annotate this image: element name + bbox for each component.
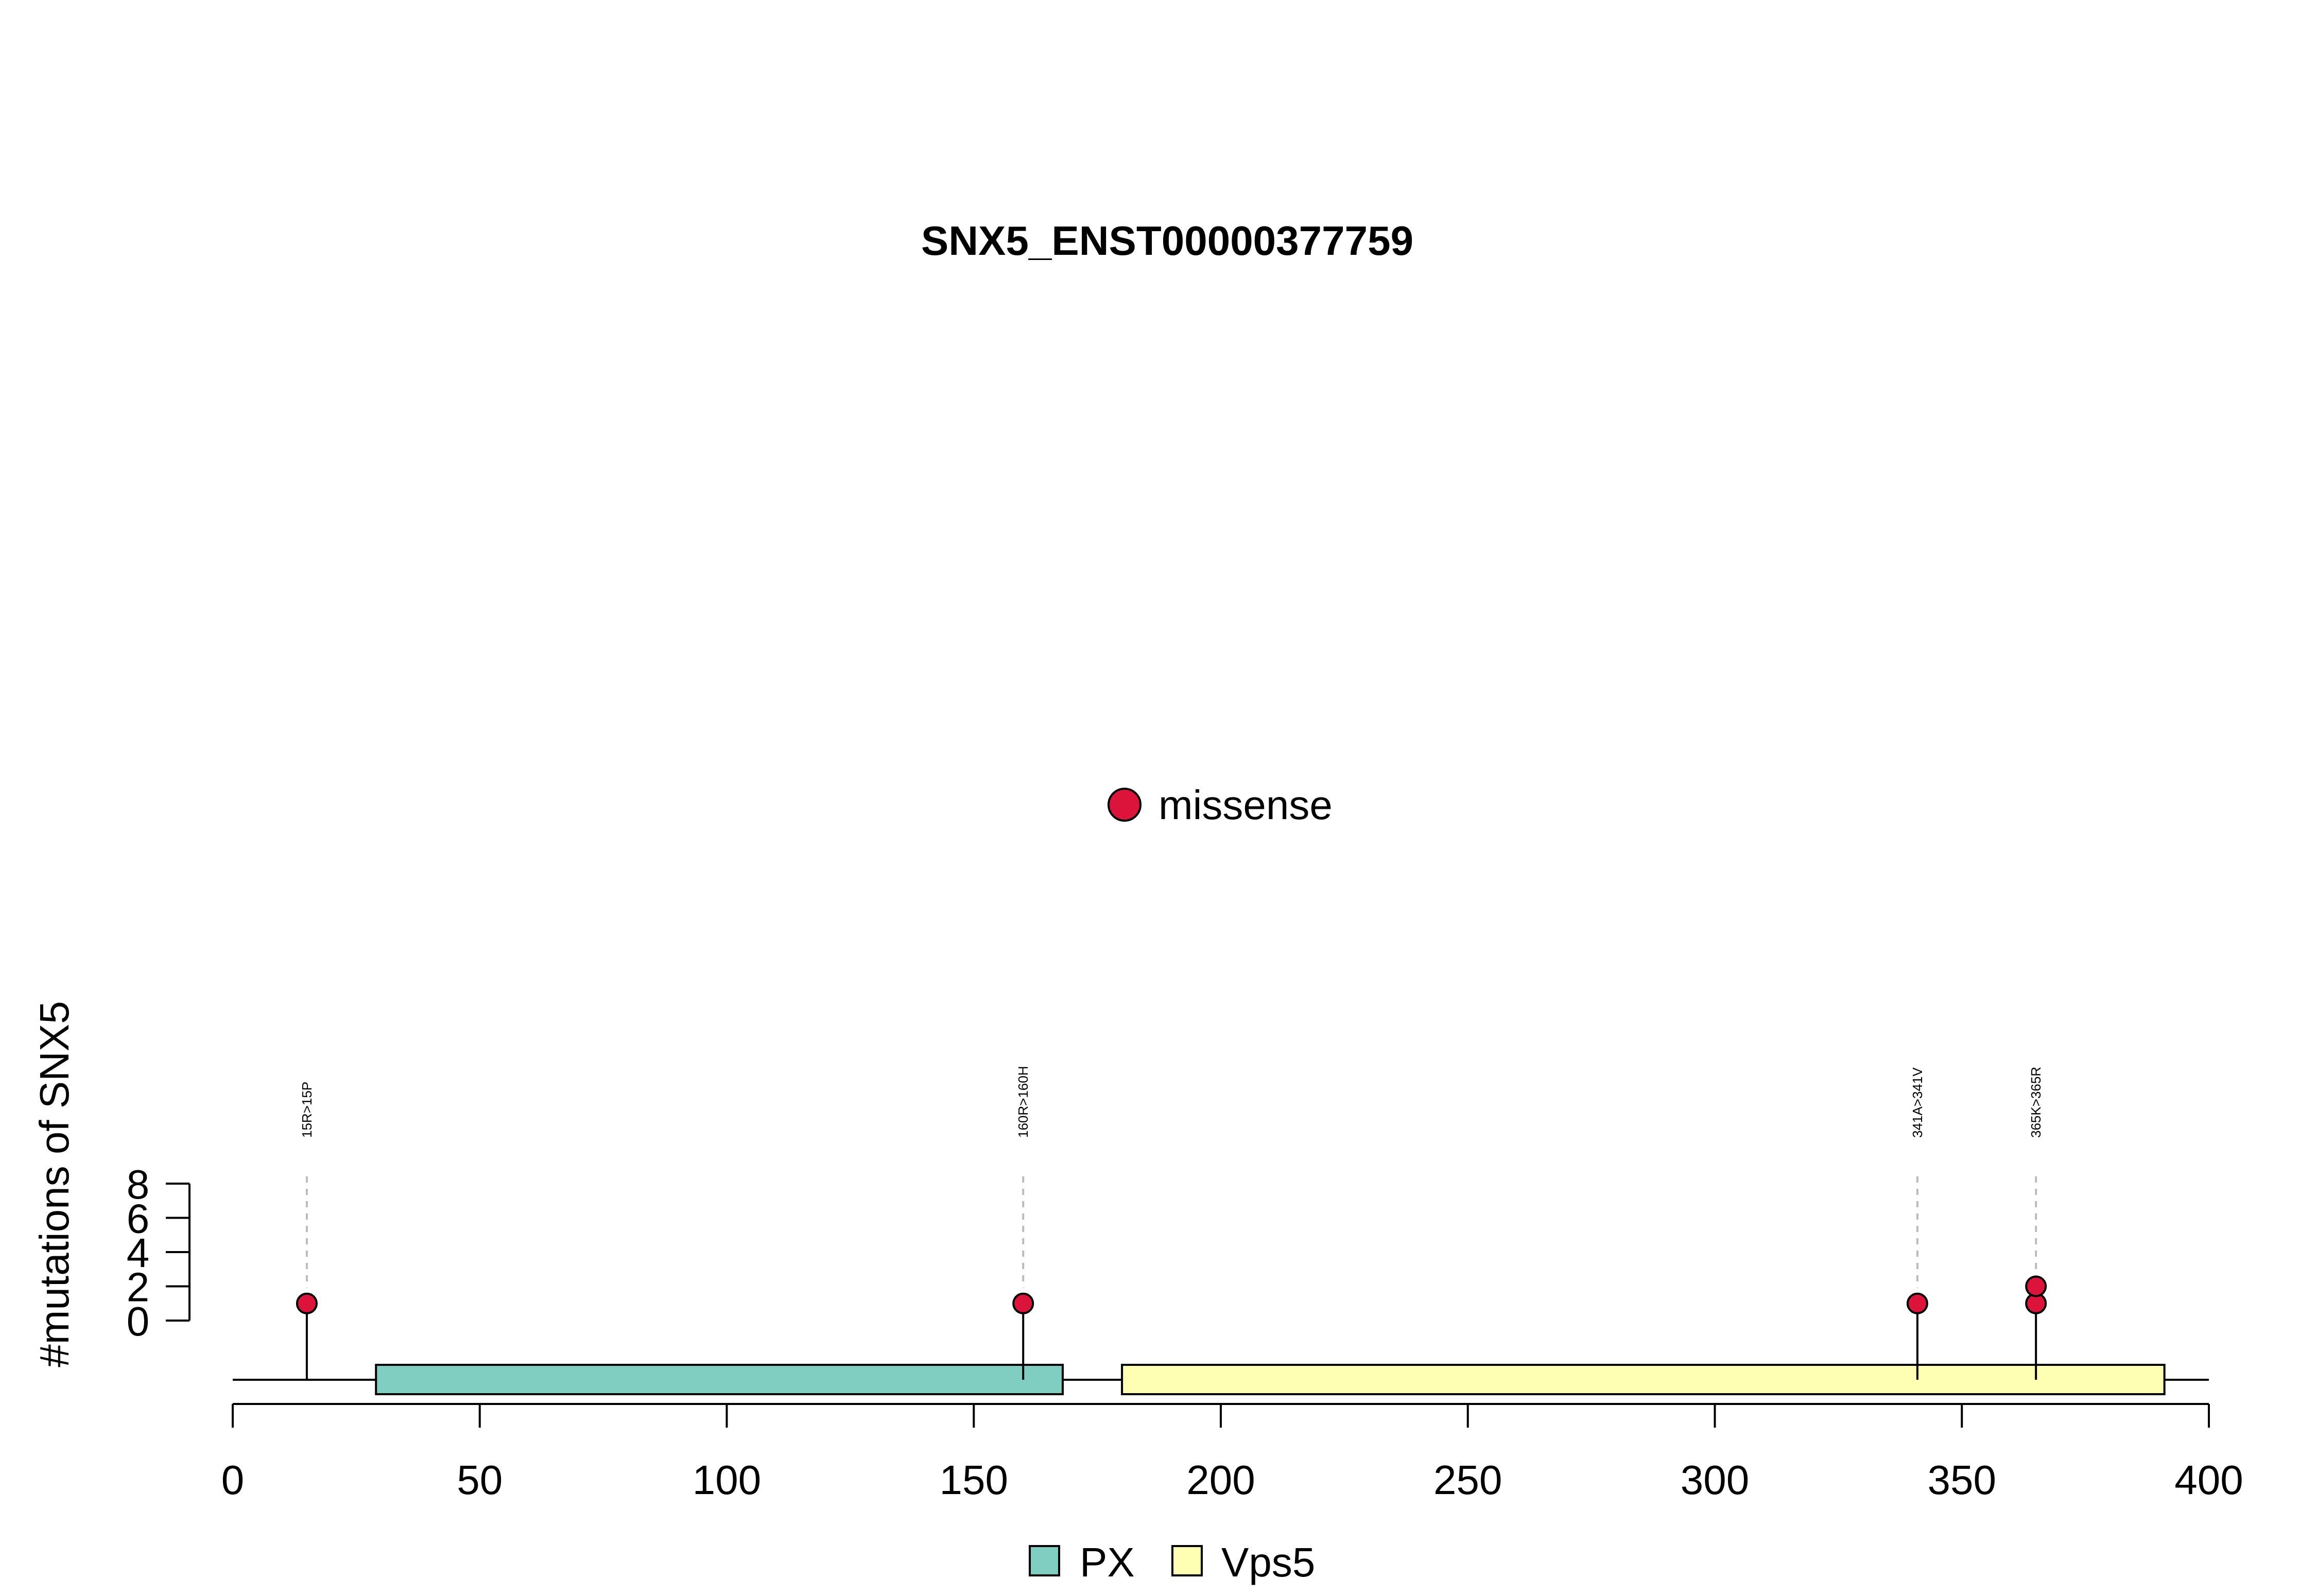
x-tick-label: 50	[457, 1457, 503, 1503]
y-tick-label: 4	[127, 1230, 150, 1276]
x-tick-label: 100	[693, 1457, 761, 1503]
legend-px-label: PX	[1080, 1539, 1135, 1585]
mutation-label: 365K>365R	[2028, 1067, 2044, 1138]
domain-legend: PX Vps5	[1029, 1539, 1315, 1585]
mutation-label: 15R>15P	[299, 1082, 315, 1138]
chart-title: SNX5_ENST00000377759	[921, 218, 1413, 264]
y-tick-label: 6	[127, 1196, 150, 1242]
y-tick-label: 0	[127, 1298, 150, 1344]
mutation-legend: missense	[1108, 782, 1333, 828]
mutation-point	[1012, 1292, 1034, 1314]
x-tick-label: 150	[940, 1457, 1008, 1503]
mutations: 15R>15P 160R>160H 341A>341V 365K>365R	[296, 1066, 2047, 1380]
domains	[375, 1364, 2166, 1395]
y-tick-label: 2	[127, 1264, 150, 1310]
x-tick-label: 400	[2174, 1457, 2243, 1503]
x-tick-label: 0	[221, 1457, 245, 1503]
x-axis: 0 50 100 150 200 250 300 350 400	[221, 1403, 2243, 1503]
legend-missense-marker	[1108, 788, 1142, 822]
mutation-label: 341A>341V	[1910, 1067, 1925, 1138]
mutation-point	[1906, 1292, 1928, 1314]
x-tick-label: 350	[1928, 1457, 1996, 1503]
domain-px	[375, 1364, 1064, 1395]
domain-vps5	[1121, 1364, 2166, 1395]
mutation-point	[2025, 1275, 2047, 1297]
x-tick-label: 250	[1433, 1457, 1502, 1503]
legend-vps5-label: Vps5	[1221, 1539, 1315, 1585]
mutation-point	[296, 1292, 318, 1314]
y-tick-label: 8	[127, 1161, 150, 1207]
mutation-label: 160R>160H	[1015, 1066, 1031, 1138]
legend-missense-label: missense	[1158, 782, 1333, 828]
legend-px-swatch	[1029, 1545, 1060, 1576]
x-tick-label: 200	[1186, 1457, 1255, 1503]
y-axis-label: #mutations of SNX5	[31, 1001, 77, 1367]
x-tick-label: 300	[1681, 1457, 1749, 1503]
legend-vps5-swatch	[1171, 1545, 1203, 1576]
